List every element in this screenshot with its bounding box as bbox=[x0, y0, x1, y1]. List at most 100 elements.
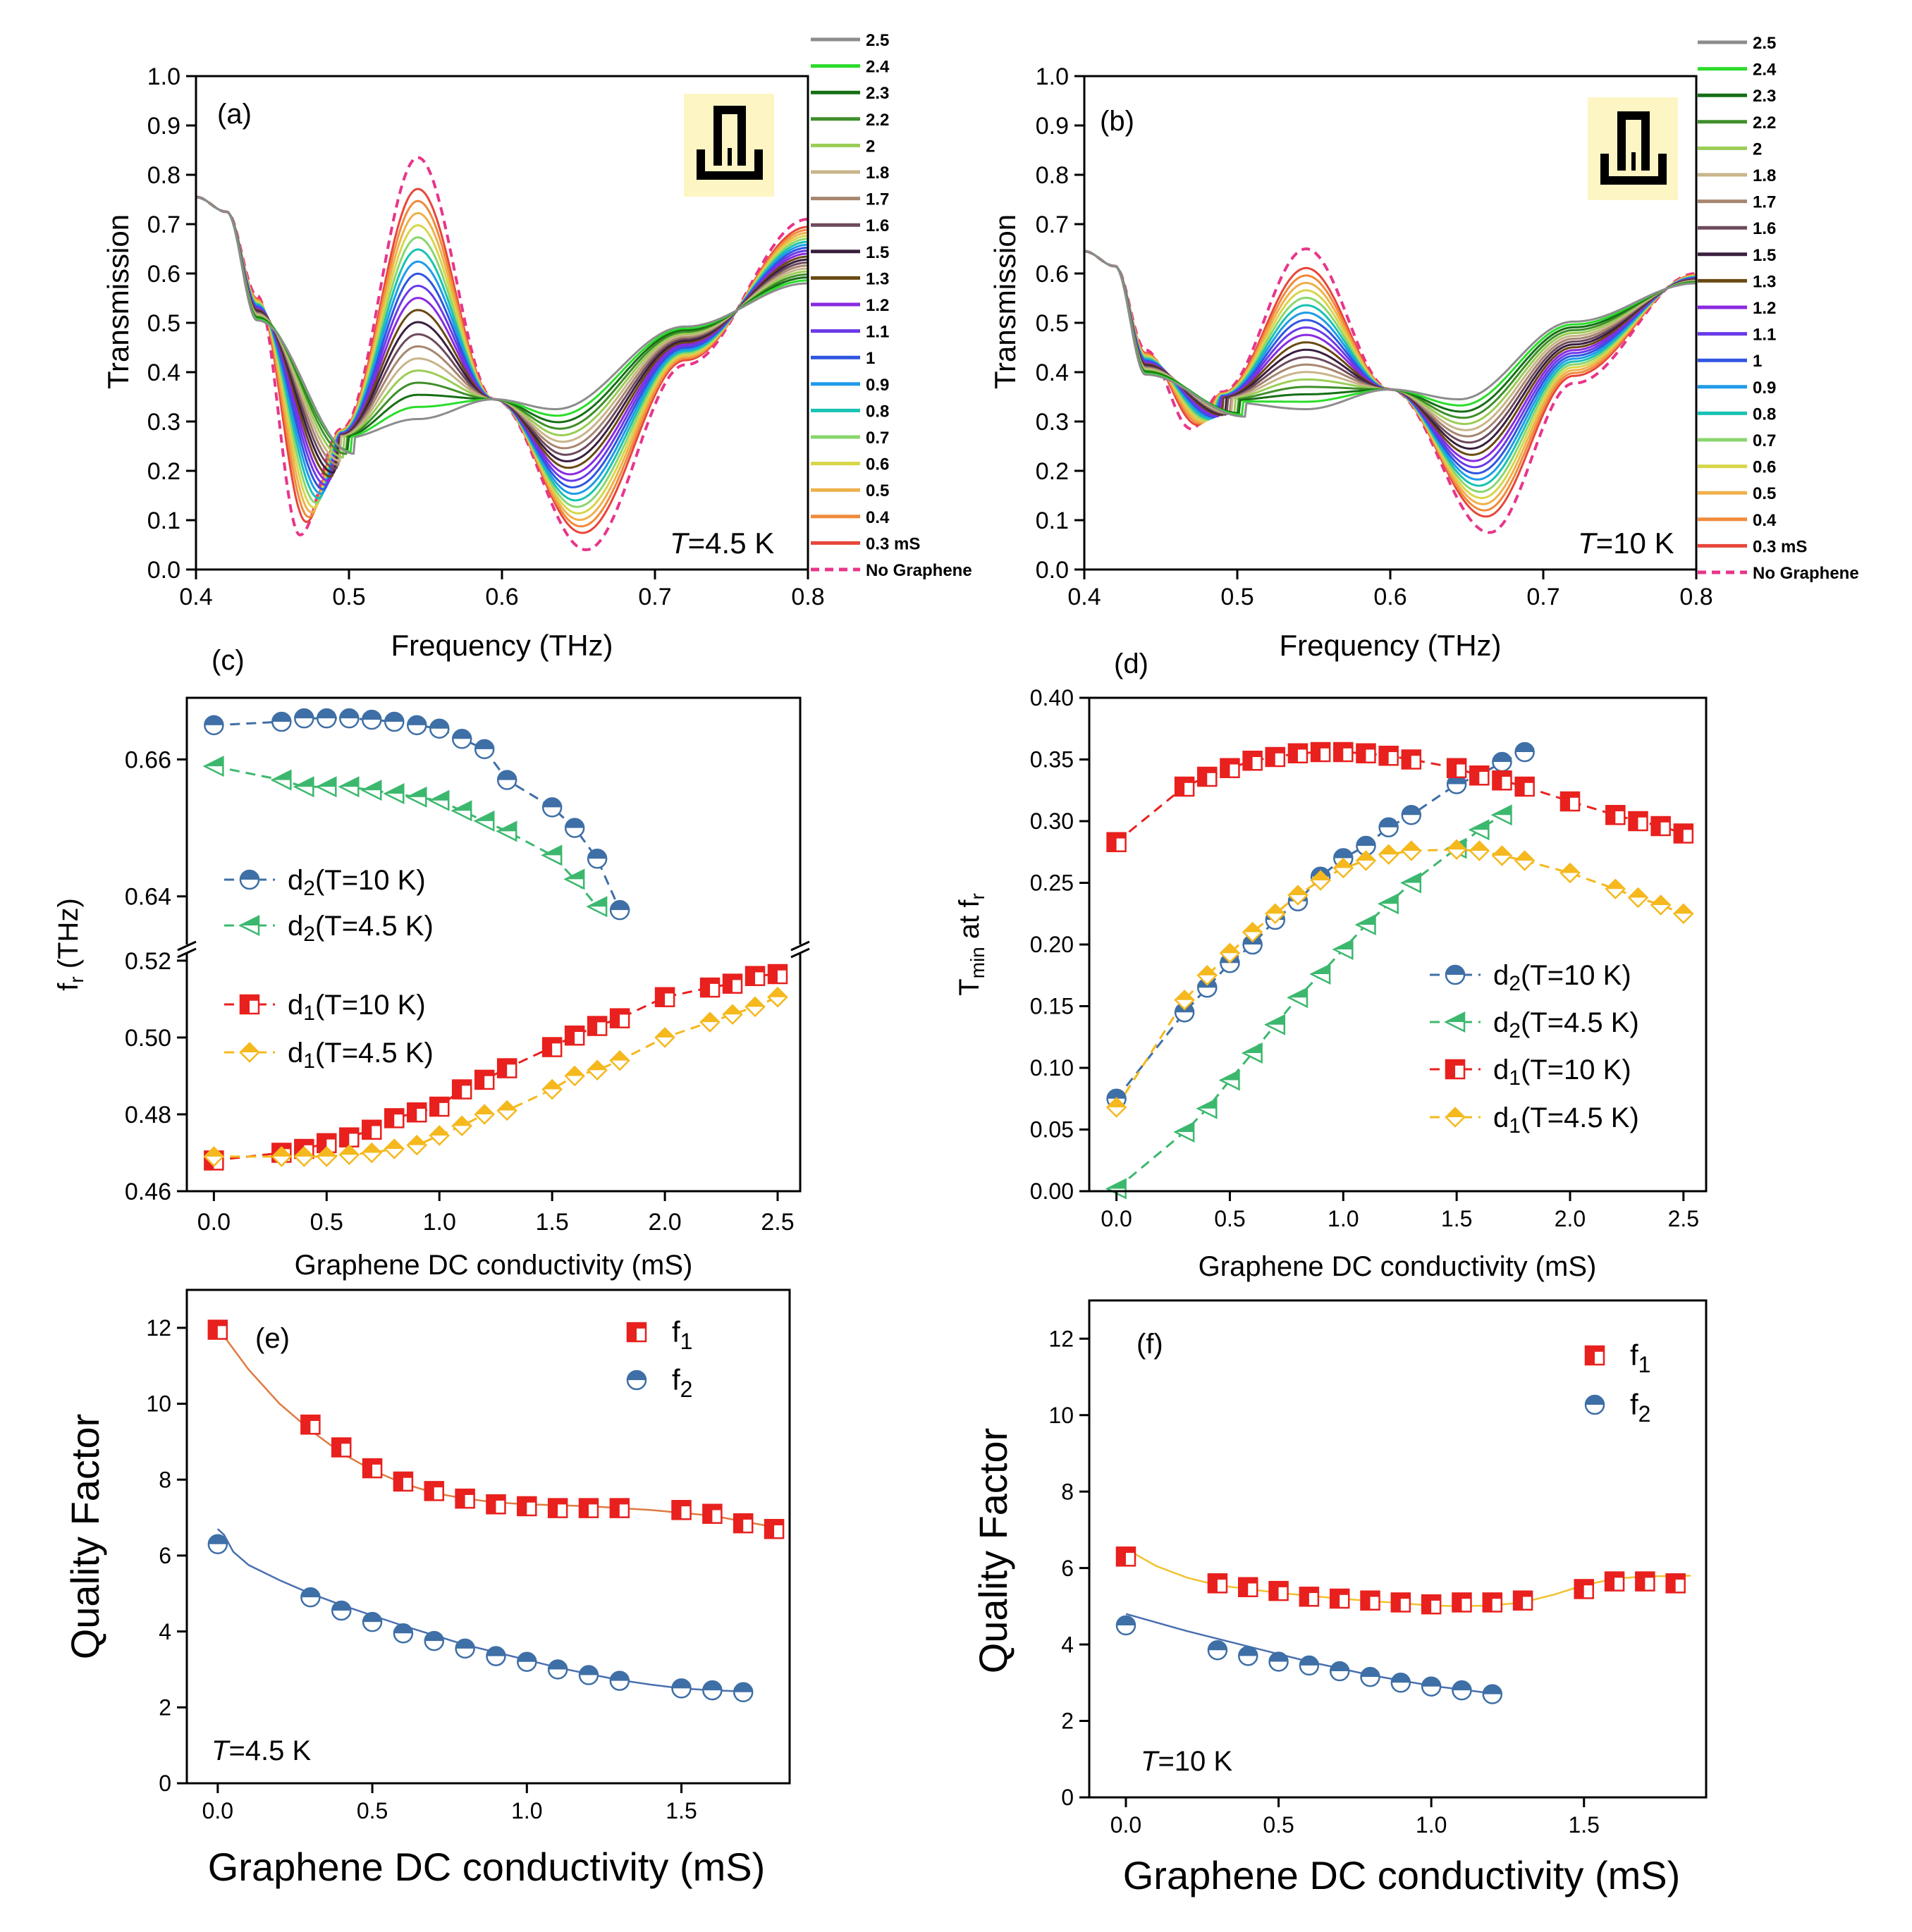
y-tick-label: 0.7 bbox=[147, 211, 180, 238]
legend-label: 0.7 bbox=[866, 429, 889, 448]
data-point-f2-1 bbox=[300, 1587, 321, 1608]
marker-fill bbox=[1220, 944, 1239, 954]
marker-fill bbox=[1208, 1641, 1227, 1651]
data-point-0-15 bbox=[609, 899, 630, 921]
marker-fill bbox=[1402, 842, 1421, 851]
marker-fill bbox=[1493, 753, 1512, 762]
marker-fill bbox=[672, 1679, 691, 1689]
marker-fill-top bbox=[543, 1038, 562, 1044]
data-point-2-15 bbox=[609, 1008, 630, 1028]
panel-label-f: (f) bbox=[1136, 1329, 1163, 1360]
marker-fill-top bbox=[1651, 817, 1670, 823]
data-point-3-6 bbox=[1287, 885, 1309, 906]
data-point-f1-9 bbox=[1452, 1592, 1472, 1613]
data-point-3-16 bbox=[654, 1027, 675, 1048]
y-tick-label: 0.8 bbox=[1036, 162, 1069, 189]
data-point-0-1 bbox=[271, 711, 292, 732]
marker-fill-top bbox=[672, 1501, 691, 1507]
plot-frame-e bbox=[185, 1288, 791, 1785]
data-point-1-13 bbox=[563, 868, 585, 890]
marker-fill bbox=[1198, 1099, 1217, 1109]
data-point-1-2 bbox=[293, 776, 314, 798]
fit-line-f1 bbox=[1125, 1548, 1691, 1608]
marker-fill-top bbox=[1288, 744, 1307, 750]
temperature-annotation-f: T=10 K bbox=[1141, 1746, 1232, 1777]
legend-label-sub: 2 bbox=[1509, 972, 1521, 995]
marker-fill-top bbox=[1422, 1595, 1441, 1601]
marker-fill bbox=[1391, 1673, 1410, 1683]
marker-fill bbox=[1356, 916, 1375, 925]
data-point-3-3 bbox=[316, 1146, 338, 1167]
data-point-1-3 bbox=[315, 776, 337, 798]
marker-fill bbox=[1674, 904, 1693, 914]
data-point-1-1 bbox=[270, 769, 292, 791]
x-tick-label: 2.5 bbox=[1668, 1206, 1699, 1231]
marker-fill bbox=[385, 785, 404, 794]
legend-label-main: d bbox=[288, 911, 303, 942]
marker-fill bbox=[1243, 923, 1262, 933]
marker-fill bbox=[240, 1043, 259, 1052]
marker-fill-top bbox=[363, 1459, 382, 1465]
data-point-1-1 bbox=[1173, 1121, 1195, 1143]
x-ticks-a: 0.4 0.5 0.6 0.7 0.8 bbox=[179, 570, 825, 610]
legend-label: No Graphene bbox=[866, 561, 972, 580]
marker-fill bbox=[424, 1632, 443, 1642]
legend-label: 1.2 bbox=[866, 296, 889, 315]
axis-break-c bbox=[177, 940, 810, 959]
marker-fill bbox=[332, 1601, 351, 1611]
marker-fill-top bbox=[611, 1009, 630, 1015]
marker-fill-top bbox=[1470, 766, 1489, 773]
data-point-2-9 bbox=[451, 1079, 472, 1100]
x-axis-label-d: Graphene DC conductivity (mS) bbox=[1199, 1251, 1597, 1282]
data-point-1-14 bbox=[1490, 804, 1512, 826]
data-point-2-10 bbox=[1378, 746, 1399, 766]
y-axis-label-e: Quality Factor bbox=[63, 1414, 107, 1660]
legend-label: 0.6 bbox=[866, 455, 889, 474]
marker-fill-top bbox=[627, 1323, 646, 1329]
y-tick-label: 2 bbox=[1061, 1709, 1074, 1734]
x-tick-label: 0.0 bbox=[1110, 1812, 1141, 1838]
marker-fill-top bbox=[588, 1016, 607, 1023]
legend-label: 1.7 bbox=[866, 190, 889, 209]
data-point-2-7 bbox=[1310, 742, 1331, 763]
data-point-3-9 bbox=[451, 1115, 472, 1137]
y-tick-label: 1.0 bbox=[1036, 63, 1069, 90]
legend-label: 1.5 bbox=[1753, 246, 1776, 265]
marker-fill-top bbox=[1379, 746, 1398, 753]
legend-label: 0.4 bbox=[1753, 511, 1777, 530]
legend-label: f1 bbox=[672, 1315, 692, 1354]
marker-fill bbox=[656, 1028, 675, 1038]
legend-swatch-marker bbox=[1445, 964, 1466, 985]
data-point-2-8 bbox=[1333, 742, 1354, 763]
marker-fill bbox=[1379, 845, 1398, 855]
x-tick-label: 1.5 bbox=[1568, 1812, 1599, 1838]
marker-fill-top bbox=[1629, 812, 1648, 818]
y-tick-label: 0.05 bbox=[1030, 1117, 1074, 1143]
data-point-f1-4 bbox=[393, 1471, 414, 1492]
marker-fill-top bbox=[1402, 750, 1421, 756]
x-tick-label: 2.0 bbox=[1555, 1206, 1586, 1231]
data-point-1-14 bbox=[586, 896, 608, 918]
legend-label: 0.9 bbox=[866, 376, 889, 395]
x-ticks-e: 0.0 0.5 1.0 1.5 bbox=[202, 1783, 697, 1823]
marker-fill-top bbox=[1515, 777, 1534, 783]
legend-label-rest: (T=10 K) bbox=[315, 990, 426, 1021]
marker-fill bbox=[1269, 1652, 1288, 1662]
marker-fill-top bbox=[332, 1438, 351, 1444]
y-tick-label: 0.5 bbox=[147, 310, 180, 337]
legend-swatch-marker bbox=[1584, 1345, 1605, 1366]
data-point-0-10 bbox=[1378, 817, 1399, 837]
data-point-0-6 bbox=[384, 711, 405, 732]
legend-label: 0.3 mS bbox=[1753, 537, 1807, 556]
marker-fill bbox=[208, 1534, 227, 1544]
data-point-3-20 bbox=[1673, 903, 1694, 925]
legend-label: d1(T=4.5 K) bbox=[1493, 1102, 1639, 1138]
y-tick-label: 0.4 bbox=[147, 359, 180, 386]
y-tick-label: 0.5 bbox=[1036, 310, 1069, 337]
x-axis-label-e: Graphene DC conductivity (mS) bbox=[208, 1845, 766, 1889]
marker-fill bbox=[1116, 1616, 1135, 1625]
marker-fill bbox=[240, 916, 259, 925]
x-tick-label: 1.5 bbox=[1441, 1206, 1472, 1231]
